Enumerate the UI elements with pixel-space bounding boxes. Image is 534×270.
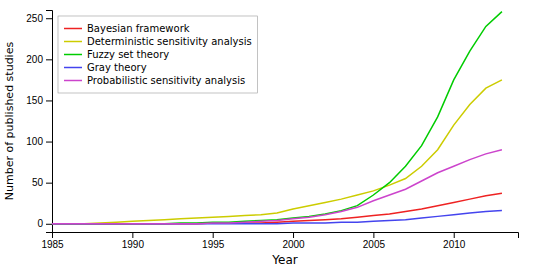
- tick-label: 150: [26, 95, 43, 106]
- legend-item: Bayesian framework: [64, 23, 190, 34]
- tick-label: 100: [26, 136, 43, 147]
- legend-swatch: [64, 28, 82, 30]
- series-line: [52, 211, 502, 224]
- tick-mark: [293, 232, 294, 238]
- legend-swatch: [64, 80, 82, 82]
- legend-swatch: [64, 41, 82, 43]
- tick: 1995: [202, 232, 225, 250]
- legend-swatch: [64, 67, 82, 69]
- legend-item: Gray theory: [64, 62, 147, 73]
- series-line: [52, 150, 502, 224]
- lines: [52, 12, 502, 224]
- tick-label: 2005: [363, 239, 386, 250]
- tick-label: 1985: [41, 239, 64, 250]
- tick: 2000: [282, 232, 305, 250]
- tick-mark: [213, 232, 214, 238]
- x-axis-title: Year: [271, 253, 297, 267]
- tick-mark: [454, 232, 455, 238]
- tick-label: 200: [26, 54, 43, 65]
- tick-mark: [132, 232, 133, 238]
- legend-label: Bayesian framework: [87, 23, 190, 34]
- y-axis: 0 50 100 150 200 250: [26, 11, 52, 233]
- chart: 1985 1990 1995 2000 2005 2010 0 50 100 150 200 250 B…: [0, 0, 534, 270]
- tick: 1990: [122, 232, 145, 250]
- legend-label: Gray theory: [87, 62, 147, 73]
- plot: 1985 1990 1995 2000 2005 2010 0 50 100 150 200 250 B…: [26, 11, 518, 251]
- axis-line: [46, 11, 53, 233]
- tick: 100: [26, 136, 52, 147]
- tick-label: 250: [26, 13, 43, 24]
- tick: 50: [32, 177, 52, 188]
- tick-label: 50: [32, 177, 44, 188]
- legend-label: Probabilistic sensitivity analysis: [87, 75, 245, 86]
- tick-mark: [46, 100, 52, 101]
- tick-label: 1995: [202, 239, 225, 250]
- tick-mark: [46, 59, 52, 60]
- tick: 2005: [363, 232, 386, 250]
- series-line: [52, 80, 502, 224]
- y-axis-title: Number of published studies: [3, 42, 16, 201]
- legend-item: Fuzzy set theory: [64, 49, 169, 60]
- tick-mark: [373, 232, 374, 238]
- legend-item: Deterministic sensitivity analysis: [64, 36, 252, 47]
- tick: 250: [26, 13, 52, 24]
- axis-line: [53, 233, 519, 239]
- legend-frame: [58, 16, 258, 93]
- tick: 150: [26, 95, 52, 106]
- tick-label: 2000: [282, 239, 305, 250]
- tick: 2010: [443, 232, 466, 250]
- tick-label: 1990: [122, 239, 145, 250]
- tick-mark: [46, 142, 52, 143]
- tick-mark: [46, 18, 52, 19]
- legend-label: Deterministic sensitivity analysis: [87, 36, 252, 47]
- legend-label: Fuzzy set theory: [87, 49, 169, 60]
- tick-mark: [46, 224, 52, 225]
- tick: 0: [37, 218, 52, 229]
- tick: 200: [26, 54, 52, 65]
- series-line: [52, 12, 502, 224]
- tick: 1985: [41, 232, 64, 250]
- legend-swatch: [64, 54, 82, 56]
- legend: Bayesian framework Deterministic sensitiv…: [58, 16, 258, 93]
- legend-item: Probabilistic sensitivity analysis: [64, 75, 245, 86]
- tick-label: 0: [37, 218, 43, 229]
- x-axis: 1985 1990 1995 2000 2005 2010: [41, 232, 518, 250]
- tick-label: 2010: [443, 239, 466, 250]
- tick-mark: [46, 183, 52, 184]
